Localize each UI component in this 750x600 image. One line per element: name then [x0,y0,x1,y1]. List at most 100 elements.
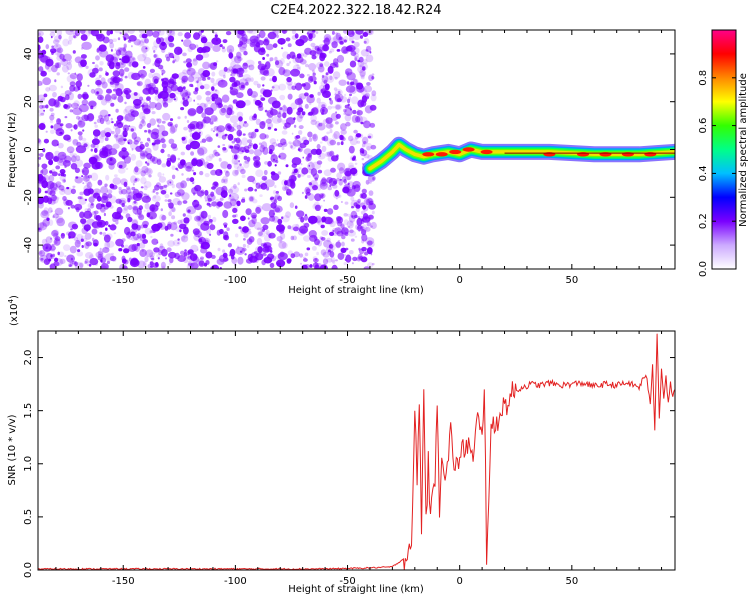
noise-speckle [363,85,373,93]
noise-speckle [355,208,360,212]
noise-speckle [38,123,46,130]
noise-speckle [41,54,45,58]
noise-speckle [291,132,294,135]
noise-speckle [306,32,310,35]
noise-speckle [236,103,240,107]
noise-speckle [340,201,343,203]
noise-speckle [308,111,314,116]
noise-speckle [70,188,76,195]
noise-speckle [311,54,317,60]
noise-speckle [40,82,43,86]
noise-speckle [283,122,288,126]
noise-speckle [248,142,253,147]
noise-speckle [232,214,237,218]
noise-speckle [166,183,170,187]
noise-speckle [300,116,303,119]
noise-speckle [50,129,55,135]
noise-speckle [41,97,46,102]
noise-speckle [242,74,251,82]
noise-speckle [50,254,53,258]
noise-speckle [110,130,115,135]
noise-speckle [141,233,147,239]
noise-speckle [331,106,335,109]
noise-speckle [74,232,77,236]
noise-speckle [317,91,321,96]
noise-speckle [278,67,286,76]
noise-speckle [182,200,188,204]
noise-speckle [313,80,317,85]
noise-speckle [220,190,228,198]
noise-speckle [352,172,356,176]
noise-speckle [122,130,128,138]
noise-speckle [38,54,42,61]
noise-speckle [47,197,53,205]
noise-speckle [214,89,218,92]
noise-speckle [66,103,73,108]
noise-speckle [159,214,166,222]
noise-speckle [348,135,354,142]
noise-speckle [323,208,328,212]
noise-speckle [104,95,113,104]
noise-speckle [77,120,83,126]
noise-speckle [289,226,295,231]
noise-speckle [49,31,56,37]
noise-speckle [169,222,178,231]
noise-speckle [158,176,167,183]
noise-speckle [182,52,187,57]
noise-speckle [190,71,200,79]
noise-speckle [201,48,207,54]
noise-speckle [265,43,274,51]
noise-speckle [307,162,315,171]
noise-speckle [90,88,96,94]
noise-speckle [241,137,249,146]
noise-speckle [369,104,377,111]
noise-speckle [244,99,251,106]
noise-speckle [250,212,257,219]
noise-speckle [314,261,317,265]
noise-speckle [213,189,216,192]
noise-speckle [349,220,353,227]
noise-speckle [117,61,126,69]
noise-speckle [142,52,148,59]
noise-speckle [334,76,338,80]
noise-speckle [290,68,301,77]
noise-speckle [336,230,344,237]
noise-speckle [152,72,161,81]
noise-speckle [134,178,138,181]
noise-speckle [142,66,146,69]
noise-speckle [134,166,139,173]
noise-speckle [144,129,148,133]
noise-speckle [263,169,268,176]
noise-speckle [301,191,304,195]
noise-speckle [180,180,188,189]
noise-speckle [281,30,288,34]
noise-speckle [75,207,80,213]
noise-speckle [251,216,257,225]
noise-speckle [120,178,128,186]
noise-speckle [141,153,147,159]
noise-speckle [233,81,238,87]
noise-speckle [101,145,106,152]
noise-speckle [38,94,46,102]
noise-speckle [247,186,254,192]
noise-speckle [250,91,258,98]
noise-speckle [64,90,72,96]
y-tick-label: -20 [23,189,34,205]
noise-speckle [343,178,347,184]
x-tick-label: -100 [224,576,247,587]
noise-speckle [84,259,89,264]
noise-speckle [271,84,280,91]
noise-speckle [222,175,229,183]
noise-speckle [44,251,49,257]
noise-speckle [171,207,176,213]
noise-speckle [94,135,98,140]
noise-speckle [330,167,336,173]
noise-speckle [359,69,366,77]
noise-speckle [56,62,61,69]
noise-speckle [81,245,84,248]
noise-speckle [109,80,120,88]
noise-speckle [147,158,155,164]
noise-speckle [151,142,156,146]
noise-speckle [108,114,111,117]
noise-speckle [54,236,61,242]
